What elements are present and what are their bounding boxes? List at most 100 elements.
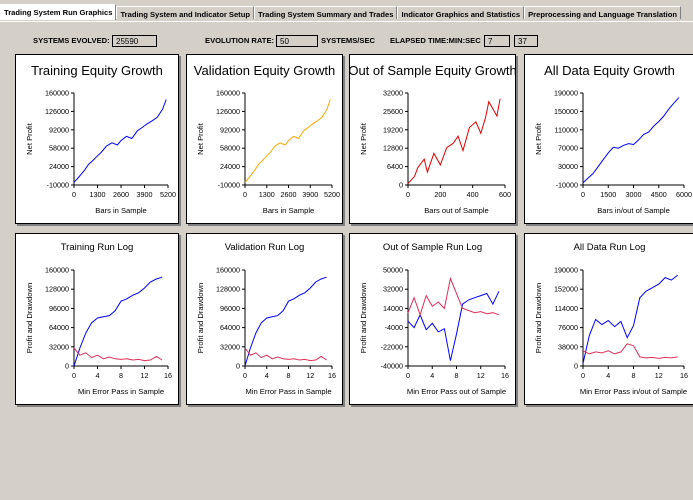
y-tick-label: -10000 bbox=[47, 181, 69, 190]
x-tick-label: 3900 bbox=[302, 190, 318, 199]
y-tick-label: 6400 bbox=[387, 162, 403, 171]
series-line-0 bbox=[73, 99, 167, 183]
y-tick-label: -22000 bbox=[381, 342, 403, 351]
y-tick-label: 38000 bbox=[558, 342, 578, 351]
y-tick-label: 126000 bbox=[216, 107, 240, 116]
y-tick-label: -4000 bbox=[385, 323, 403, 332]
elapsed-minutes: 7 bbox=[484, 35, 510, 47]
y-tick-label: 12800 bbox=[383, 144, 403, 153]
chart-title: Training Equity Growth bbox=[31, 63, 163, 78]
x-tick-label: 0 bbox=[72, 190, 76, 199]
chart-alldata-runlog: All Data Run Log 190000 152000 114000 76000 3… bbox=[524, 233, 693, 405]
y-axis-label: Net Profit bbox=[534, 122, 543, 155]
y-tick-label: 96000 bbox=[220, 304, 240, 313]
chart-title: Training Run Log bbox=[61, 242, 134, 253]
x-axis-label: Bars in/out of Sample bbox=[597, 206, 670, 215]
evolution-rate-value: 50 bbox=[276, 35, 318, 47]
x-tick-label: 0 bbox=[243, 190, 247, 199]
x-tick-label: 1500 bbox=[600, 190, 616, 199]
x-tick-label: 0 bbox=[406, 371, 410, 380]
y-tick-label: 96000 bbox=[49, 304, 69, 313]
x-tick-label: 4 bbox=[265, 371, 269, 380]
series-line-0 bbox=[407, 291, 500, 361]
y-tick-label: 32000 bbox=[383, 285, 403, 294]
x-tick-label: 16 bbox=[680, 371, 688, 380]
series-line-1 bbox=[244, 347, 327, 362]
x-axis-label: Bars out of Sample bbox=[424, 206, 489, 215]
y-axis-label: Net Profit bbox=[196, 122, 205, 155]
y-tick-label: 25600 bbox=[383, 107, 403, 116]
x-tick-label: 4 bbox=[606, 371, 610, 380]
tab-indicator-graphics[interactable]: Indicator Graphics and Statistics bbox=[397, 6, 525, 19]
chart-title: Validation Run Log bbox=[225, 242, 305, 253]
tab-system-setup[interactable]: Trading System and Indicator Setup bbox=[116, 6, 254, 19]
y-tick-label: 160000 bbox=[45, 266, 69, 275]
tab-run-graphics[interactable]: Trading System Run Graphics bbox=[0, 4, 117, 20]
y-tick-label: 50000 bbox=[383, 266, 403, 275]
series-line-0 bbox=[244, 99, 331, 183]
x-tick-label: 16 bbox=[501, 371, 509, 380]
x-axis-label: Min Error Pass in Sample bbox=[78, 387, 164, 396]
x-tick-label: 8 bbox=[287, 371, 291, 380]
x-tick-label: 12 bbox=[655, 371, 663, 380]
chart-title: Validation Equity Growth bbox=[194, 63, 335, 78]
x-tick-label: 1300 bbox=[259, 190, 275, 199]
y-tick-label: 32000 bbox=[220, 342, 240, 351]
y-tick-label: -10000 bbox=[556, 181, 578, 190]
tab-divider bbox=[0, 21, 693, 22]
chart-oos-equity: Out of Sample Equity Growth 32000 25600 192… bbox=[349, 54, 516, 224]
x-tick-label: 0 bbox=[72, 371, 76, 380]
x-axis-label: Min Error Pass out of Sample bbox=[407, 387, 506, 396]
series-line-0 bbox=[244, 276, 327, 367]
y-tick-label: 190000 bbox=[554, 266, 578, 275]
y-tick-label: 0 bbox=[65, 362, 69, 371]
y-tick-label: -10000 bbox=[218, 181, 240, 190]
chart-alldata-equity: All Data Equity Growth 190000 150000 110000… bbox=[524, 54, 693, 224]
y-tick-label: 92000 bbox=[220, 125, 240, 134]
x-tick-label: 400 bbox=[467, 190, 479, 199]
x-tick-label: 2600 bbox=[281, 190, 297, 199]
y-tick-label: 152000 bbox=[554, 285, 578, 294]
y-tick-label: 64000 bbox=[220, 323, 240, 332]
x-axis-label: Bars in Sample bbox=[95, 206, 147, 215]
x-tick-label: 8 bbox=[455, 371, 459, 380]
y-tick-label: 126000 bbox=[45, 107, 69, 116]
y-tick-label: 32000 bbox=[383, 89, 403, 98]
x-tick-label: 8 bbox=[632, 371, 636, 380]
series-line-1 bbox=[73, 347, 163, 362]
chart-title: All Data Equity Growth bbox=[544, 63, 675, 78]
x-tick-label: 3900 bbox=[137, 190, 153, 199]
y-axis-label: Net Profit bbox=[359, 122, 368, 155]
x-axis-label: Min Error Pass in Sample bbox=[245, 387, 331, 396]
x-tick-label: 6000 bbox=[676, 190, 692, 199]
x-tick-label: 12 bbox=[141, 371, 149, 380]
tab-preprocessing[interactable]: Preprocessing and Language Translation bbox=[524, 6, 682, 19]
y-tick-label: 0 bbox=[574, 362, 578, 371]
y-tick-label: 150000 bbox=[554, 107, 578, 116]
x-tick-label: 16 bbox=[328, 371, 336, 380]
tab-summary-trades[interactable]: Trading System Summary and Trades bbox=[254, 6, 398, 19]
series-line-1 bbox=[582, 343, 678, 359]
y-tick-label: 0 bbox=[399, 181, 403, 190]
y-tick-label: 14000 bbox=[383, 304, 403, 313]
series-line-0 bbox=[73, 276, 163, 367]
y-tick-label: 128000 bbox=[45, 285, 69, 294]
chart-title: Out of Sample Run Log bbox=[383, 242, 482, 253]
x-tick-label: 8 bbox=[119, 371, 123, 380]
x-tick-label: 0 bbox=[406, 190, 410, 199]
series-line-1 bbox=[407, 276, 500, 317]
y-tick-label: 19200 bbox=[383, 125, 403, 134]
x-axis-label: Min Error Pass in/out of Sample bbox=[580, 387, 687, 396]
x-tick-label: 4 bbox=[96, 371, 100, 380]
x-tick-label: 16 bbox=[164, 371, 172, 380]
y-tick-label: 128000 bbox=[216, 285, 240, 294]
elapsed-time-label: ELAPSED TIME:MIN:SEC bbox=[390, 36, 481, 45]
y-tick-label: 32000 bbox=[49, 342, 69, 351]
chart-validation-runlog: Validation Run Log 160000 128000 96000 64000… bbox=[186, 233, 343, 405]
y-tick-label: 190000 bbox=[554, 89, 578, 98]
x-tick-label: 12 bbox=[477, 371, 485, 380]
x-tick-label: 12 bbox=[306, 371, 314, 380]
y-tick-label: 160000 bbox=[216, 266, 240, 275]
x-tick-label: 3000 bbox=[626, 190, 642, 199]
x-tick-label: 1300 bbox=[90, 190, 106, 199]
